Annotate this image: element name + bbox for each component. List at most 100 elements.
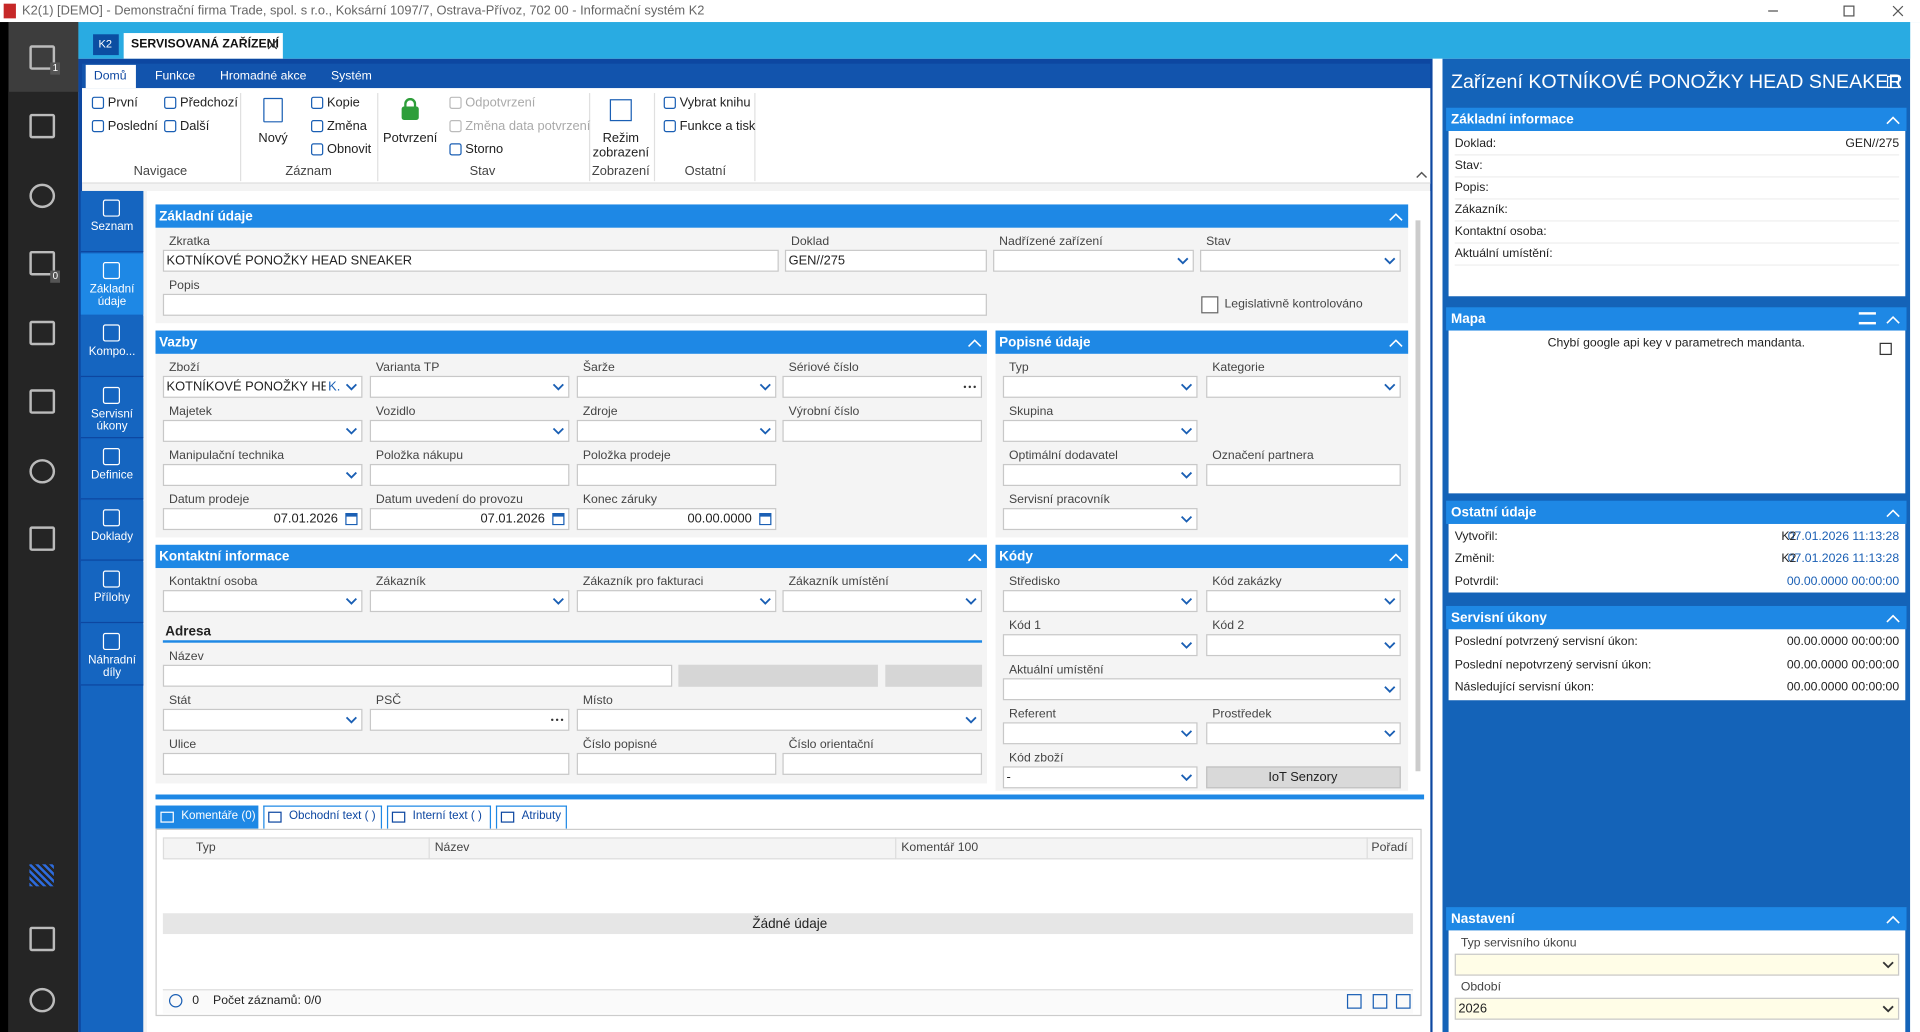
input[interactable] (162, 664, 673, 687)
input[interactable] (576, 419, 777, 442)
input[interactable] (1454, 953, 1900, 976)
sidebar-icon[interactable] (29, 113, 56, 139)
details-tab-label[interactable]: Interní text ( ) (412, 809, 482, 823)
ribbon-tab[interactable]: Domů (93, 69, 127, 84)
input[interactable] (162, 293, 987, 316)
sidebar-icon[interactable] (29, 250, 56, 276)
nav-item[interactable] (80, 253, 144, 315)
input[interactable] (576, 508, 777, 531)
details-tab[interactable] (495, 805, 567, 829)
input[interactable] (369, 590, 570, 613)
input[interactable] (162, 752, 570, 775)
input[interactable] (369, 419, 570, 442)
input[interactable] (576, 590, 777, 613)
input[interactable] (1206, 590, 1401, 613)
input[interactable] (1206, 463, 1401, 487)
input[interactable] (782, 419, 983, 442)
input[interactable] (576, 752, 777, 775)
footer-tool[interactable] (1395, 994, 1411, 1009)
input[interactable] (1454, 997, 1900, 1020)
input[interactable] (369, 508, 570, 531)
input[interactable] (784, 249, 987, 272)
input[interactable] (993, 249, 1194, 272)
sidebar-icon[interactable] (29, 389, 56, 414)
input[interactable] (576, 375, 777, 398)
details-tab[interactable] (155, 805, 259, 829)
ribbon-button[interactable]: Režim zobrazení (592, 130, 650, 161)
input[interactable] (162, 508, 363, 531)
input[interactable] (1002, 722, 1198, 745)
ribbon-button[interactable]: Funkce a tisk (679, 118, 756, 134)
grid-column-header[interactable]: Název (434, 841, 470, 855)
input[interactable] (162, 590, 363, 613)
nav-item[interactable] (80, 500, 144, 561)
grid-column-header[interactable]: Pořadí (1371, 841, 1408, 855)
ribbon-button[interactable]: Předchozí (180, 95, 238, 111)
input[interactable] (1002, 766, 1198, 789)
input[interactable] (1002, 419, 1198, 442)
ribbon-tab[interactable]: Funkce (155, 69, 196, 84)
ribbon-tab[interactable]: Systém (331, 69, 372, 84)
input[interactable] (576, 708, 983, 731)
ribbon-button[interactable]: Změna (326, 118, 367, 134)
input[interactable] (369, 463, 570, 487)
input[interactable] (1200, 249, 1401, 272)
input[interactable] (162, 463, 363, 487)
nav-item[interactable] (80, 378, 144, 439)
input[interactable] (1206, 634, 1401, 657)
details-tab-label[interactable]: Atributy (521, 809, 562, 823)
input[interactable] (162, 708, 363, 731)
details-tab[interactable] (263, 805, 383, 829)
input[interactable] (782, 375, 983, 398)
input[interactable] (162, 419, 363, 442)
button-disabled[interactable] (885, 664, 983, 687)
ribbon-button[interactable]: Změna data potvrzení (465, 118, 591, 134)
input[interactable] (1002, 463, 1198, 487)
input[interactable] (162, 249, 779, 272)
sidebar-icon[interactable] (29, 320, 56, 346)
checkbox[interactable] (1201, 296, 1219, 314)
ribbon-tab[interactable]: Hromadné akce (220, 69, 307, 84)
sidebar-icon[interactable] (29, 526, 56, 551)
sidebar-icon[interactable] (29, 183, 56, 209)
nav-item[interactable] (80, 624, 144, 686)
ribbon-button[interactable]: Potvrzení (383, 130, 438, 146)
nav-item[interactable] (80, 439, 144, 500)
input[interactable] (1002, 590, 1198, 613)
input[interactable] (1206, 722, 1401, 745)
grid-column-header[interactable]: Komentář 100 (901, 841, 979, 855)
ribbon-button[interactable]: První (107, 95, 138, 111)
ribbon-button[interactable]: Storno (465, 142, 504, 157)
sidebar-icon[interactable] (29, 926, 56, 952)
footer-tool[interactable] (1346, 994, 1362, 1009)
ribbon-button[interactable]: Poslední (107, 118, 158, 134)
input[interactable] (162, 375, 363, 398)
input[interactable] (782, 752, 983, 775)
sidebar-icon[interactable] (29, 45, 56, 70)
nav-item[interactable] (80, 190, 144, 253)
button[interactable] (1206, 766, 1401, 789)
details-tab[interactable] (386, 805, 492, 829)
input[interactable] (369, 375, 570, 398)
grid-column-header[interactable]: Typ (195, 841, 216, 855)
ribbon-button[interactable]: Obnovit (326, 142, 372, 157)
input[interactable] (1002, 375, 1198, 398)
details-tab-label[interactable]: Obchodní text ( ) (288, 809, 376, 823)
input[interactable] (576, 463, 777, 487)
details-tab-label[interactable]: Komentáře (0) (181, 809, 256, 823)
input[interactable] (782, 590, 983, 613)
input[interactable] (1002, 634, 1198, 657)
input[interactable] (369, 708, 570, 731)
input[interactable] (1002, 508, 1198, 531)
ribbon-button[interactable]: Další (180, 118, 210, 134)
sidebar-icon[interactable] (29, 459, 56, 484)
ribbon-button[interactable]: Vybrat knihu (679, 95, 751, 111)
sidebar-icon[interactable] (29, 987, 56, 1013)
footer-tool[interactable] (1372, 994, 1388, 1009)
ribbon-button[interactable]: Kopie (326, 95, 360, 111)
ribbon-button[interactable]: Nový (258, 130, 288, 146)
input[interactable] (1002, 678, 1401, 701)
nav-item[interactable] (80, 561, 144, 624)
button-label[interactable]: IoT Senzory (1268, 770, 1338, 785)
nav-item[interactable] (80, 315, 144, 378)
